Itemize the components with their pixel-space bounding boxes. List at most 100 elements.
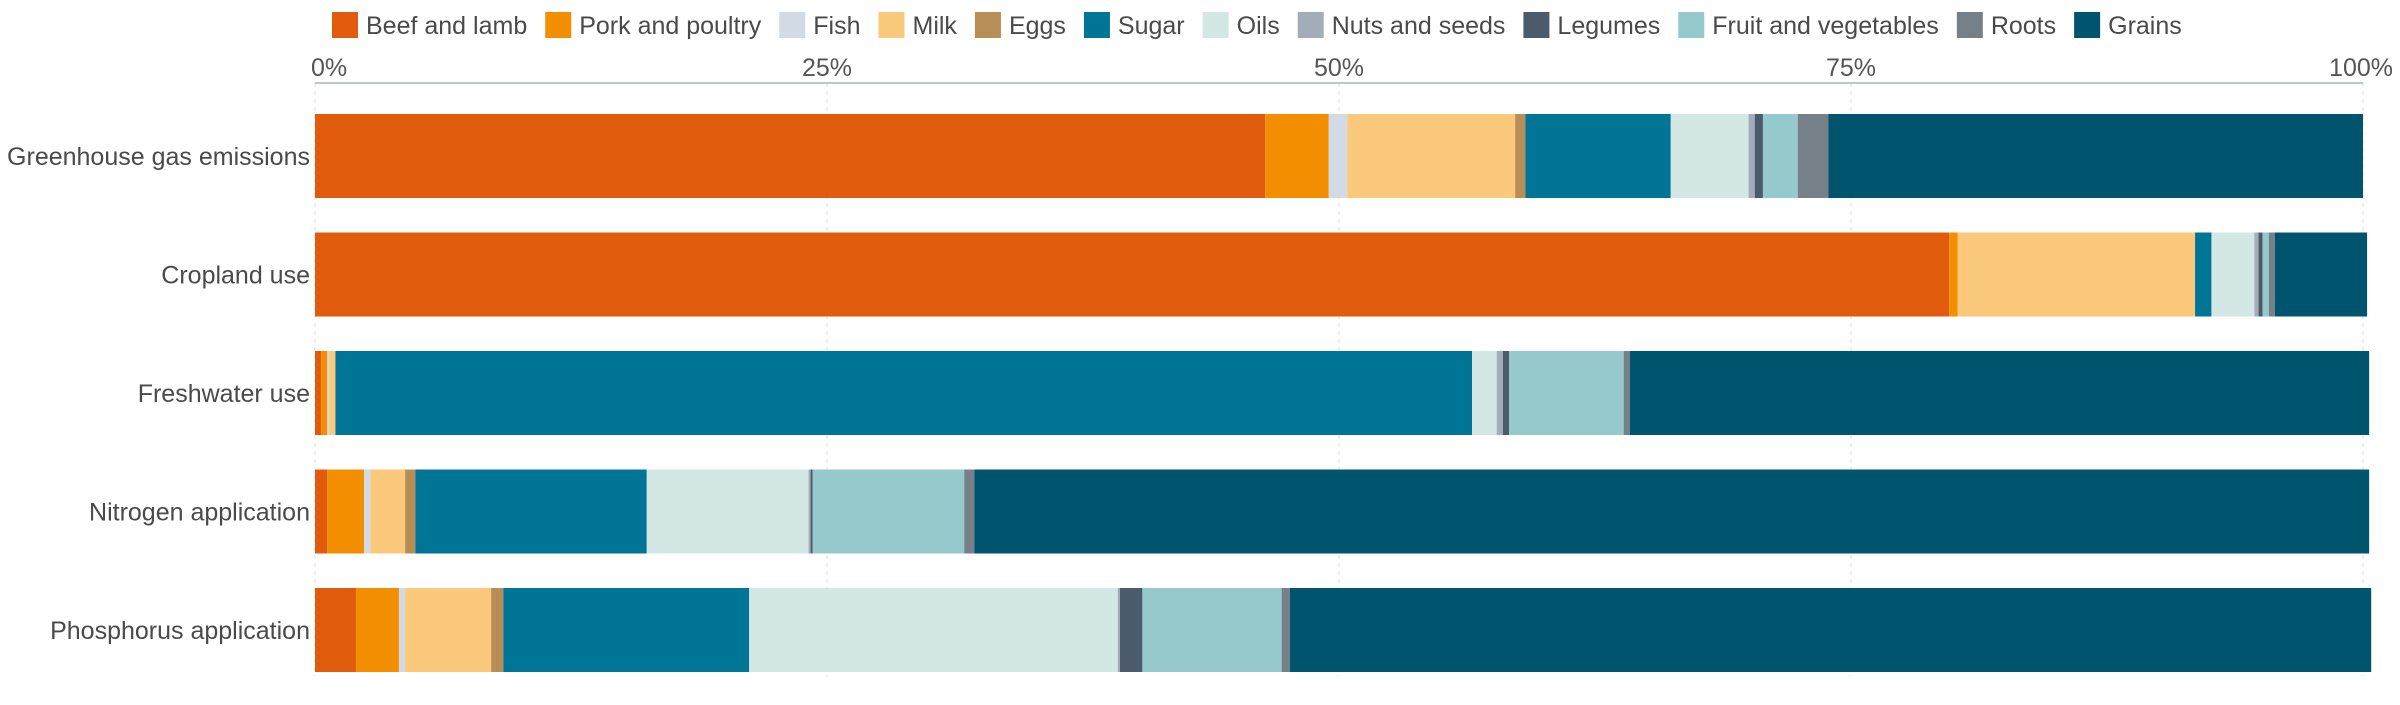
legend-swatch (974, 12, 1001, 38)
legend-label: Fruit and vegetables (1712, 12, 1939, 40)
legend-swatch (1678, 12, 1705, 38)
bar-segment-milk[interactable] (329, 351, 336, 435)
legend-swatch (1297, 12, 1324, 38)
legend-swatch (1523, 12, 1550, 38)
x-axis: 0% 25% 50% 75% 100% (311, 54, 2393, 84)
legend-item-grains[interactable]: Grains (2074, 12, 2182, 40)
bar-segment-beef-and-lamb[interactable] (315, 114, 1266, 198)
bar-segment-pork-and-poultry[interactable] (1265, 114, 1329, 198)
bar-segment-fruit-and-vegetables[interactable] (812, 469, 965, 554)
bar-row-greenhouse-gas-emissions (315, 114, 2363, 198)
bar-segment-legumes[interactable] (1119, 588, 1143, 672)
bar-segment-grains[interactable] (1629, 351, 2370, 435)
bar-segment-sugar[interactable] (1525, 114, 1671, 198)
bar-segment-oils[interactable] (749, 588, 1118, 672)
bar-segment-grains[interactable] (974, 469, 2370, 554)
bar-segment-oils[interactable] (2211, 232, 2255, 317)
bar-segment-eggs[interactable] (405, 469, 416, 554)
bar-segment-sugar[interactable] (335, 351, 1473, 435)
legend-item-nuts-and-seeds[interactable]: Nuts and seeds (1297, 12, 1506, 40)
bar-row-cropland-use (315, 232, 2368, 317)
bar-row-nitrogen-application (315, 469, 2370, 554)
x-tick-label: 50% (1314, 54, 1364, 82)
bar-segment-pork-and-poultry[interactable] (321, 351, 328, 435)
legend-item-sugar[interactable]: Sugar (1083, 12, 1185, 40)
bar-segment-oils[interactable] (646, 469, 809, 554)
bar-segment-fruit-and-vegetables[interactable] (2262, 232, 2269, 317)
legend-label: Sugar (1118, 12, 1185, 40)
bar-segment-sugar[interactable] (415, 469, 647, 554)
bar-segment-grains[interactable] (1289, 588, 2372, 672)
legend-swatch (1202, 12, 1229, 38)
category-label: Cropland use (161, 262, 310, 290)
legend-label: Beef and lamb (366, 12, 527, 40)
bar-segment-legumes[interactable] (810, 469, 813, 554)
bar-segment-milk[interactable] (1957, 232, 2196, 317)
bar-segment-beef-and-lamb[interactable] (315, 588, 356, 672)
category-label: Phosphorus application (50, 617, 310, 645)
bar-segment-milk[interactable] (405, 588, 492, 672)
legend-label: Nuts and seeds (1332, 12, 1506, 40)
bar-segment-pork-and-poultry[interactable] (327, 469, 365, 554)
category-label: Nitrogen application (89, 499, 310, 527)
legend-label: Eggs (1009, 12, 1066, 40)
bar-segment-roots[interactable] (1797, 114, 1829, 198)
bar-segment-oils[interactable] (1670, 114, 1749, 198)
legend-swatch (1083, 12, 1110, 38)
legend-item-oils[interactable]: Oils (1202, 12, 1280, 40)
bar-segment-pork-and-poultry[interactable] (1949, 232, 1958, 317)
bar-segment-roots[interactable] (1623, 351, 1630, 435)
bar-segment-milk[interactable] (370, 469, 406, 554)
legend-item-roots[interactable]: Roots (1956, 12, 2056, 40)
bar-segment-nuts-and-seeds[interactable] (1496, 351, 1503, 435)
bar-segment-fish[interactable] (1328, 114, 1348, 198)
bar-segment-eggs[interactable] (1515, 114, 1526, 198)
bar-segment-legumes[interactable] (1502, 351, 1509, 435)
legend-label: Fish (813, 12, 860, 40)
legend-item-legumes[interactable]: Legumes (1523, 12, 1660, 40)
bar-segment-pork-and-poultry[interactable] (355, 588, 399, 672)
bar-segment-roots[interactable] (2268, 232, 2275, 317)
bar-segment-roots[interactable] (964, 469, 975, 554)
bar-segment-sugar[interactable] (2195, 232, 2212, 317)
bar-segment-roots[interactable] (1281, 588, 1290, 672)
x-tick-label: 25% (802, 54, 852, 82)
bar-segment-milk[interactable] (1347, 114, 1516, 198)
legend-label: Legumes (1557, 12, 1660, 40)
bar-segment-nuts-and-seeds[interactable] (2254, 232, 2259, 317)
bar-segment-fruit-and-vegetables[interactable] (1508, 351, 1624, 435)
bar-segment-grains[interactable] (1828, 114, 2363, 198)
legend: Beef and lamb Pork and poultry Fish Milk Egg… (332, 12, 2182, 40)
legend-label: Roots (1991, 12, 2056, 40)
bar-segment-nuts-and-seeds[interactable] (1748, 114, 1755, 198)
bar-segment-oils[interactable] (1472, 351, 1497, 435)
bar-row-freshwater-use (315, 351, 2370, 435)
legend-item-pork-and-poultry[interactable]: Pork and poultry (545, 12, 762, 40)
bar-segment-grains[interactable] (2274, 232, 2368, 317)
x-tick-label: 100% (2329, 54, 2393, 82)
bar-row-phosphorus-application (315, 588, 2372, 672)
bar-segment-fruit-and-vegetables[interactable] (1762, 114, 1798, 198)
legend-label: Grains (2108, 12, 2182, 40)
bar-segment-nuts-and-seeds[interactable] (1117, 588, 1120, 672)
bar-segment-beef-and-lamb[interactable] (315, 469, 328, 554)
legend-item-milk[interactable]: Milk (878, 12, 958, 40)
bar-segment-fish[interactable] (327, 351, 330, 435)
legend-item-beef-and-lamb[interactable]: Beef and lamb (332, 12, 527, 40)
bar-segment-fruit-and-vegetables[interactable] (1142, 588, 1282, 672)
legend-item-fish[interactable]: Fish (779, 12, 861, 40)
bar-segment-sugar[interactable] (503, 588, 750, 672)
bar-segment-nuts-and-seeds[interactable] (808, 469, 811, 554)
bar-segment-legumes[interactable] (1754, 114, 1763, 198)
bar-segment-eggs[interactable] (491, 588, 504, 672)
bar-segment-fish[interactable] (364, 469, 371, 554)
bar-segment-beef-and-lamb[interactable] (315, 351, 322, 435)
legend-item-fruit-and-vegetables[interactable]: Fruit and vegetables (1678, 12, 1939, 40)
bar-segment-beef-and-lamb[interactable] (315, 232, 1950, 317)
bar-segment-legumes[interactable] (2258, 232, 2263, 317)
legend-item-eggs[interactable]: Eggs (974, 12, 1066, 40)
legend-label: Milk (913, 12, 958, 40)
bar-segment-fish[interactable] (398, 588, 406, 672)
